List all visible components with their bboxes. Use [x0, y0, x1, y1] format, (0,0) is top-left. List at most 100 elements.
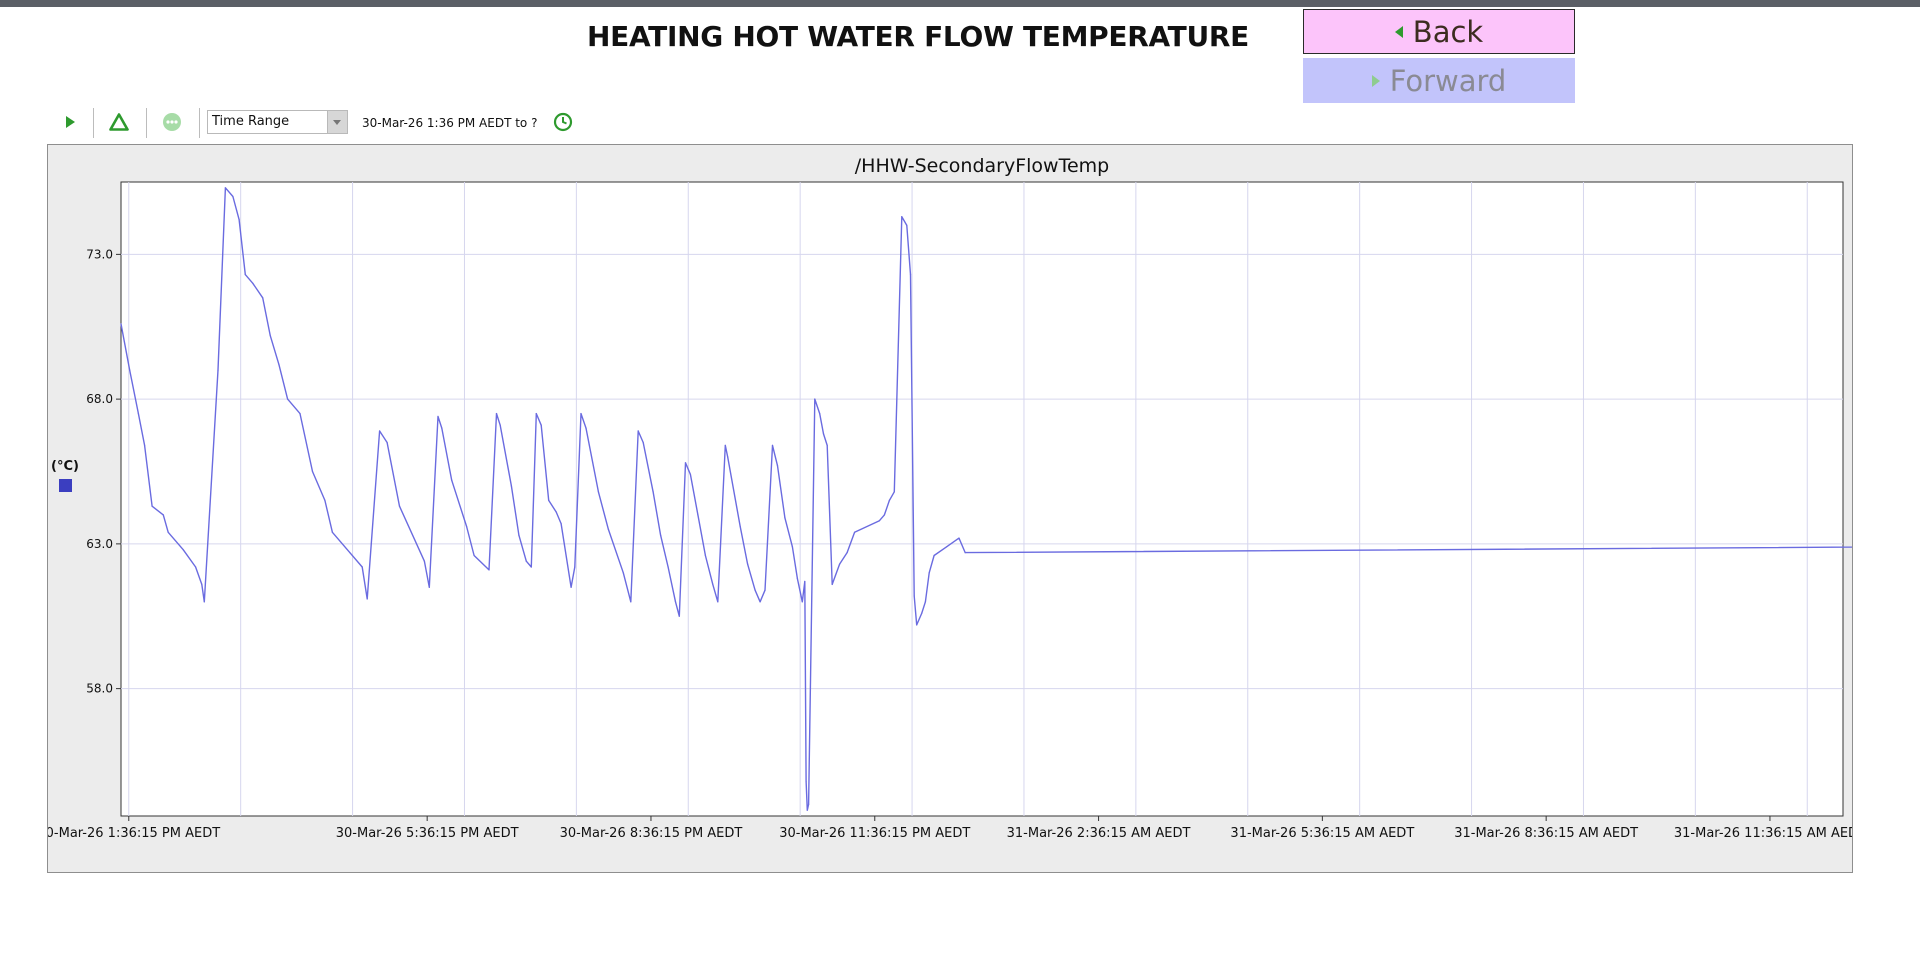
data-point [913, 595, 915, 597]
data-point [473, 554, 475, 557]
data-point [826, 444, 828, 446]
line-chart: 73.0 68.0 63.0 58.0 30-Mar-26 1:36:15 PM AED… [48, 155, 1852, 841]
data-point [964, 552, 966, 554]
back-arrow-icon [1394, 25, 1403, 38]
back-button[interactable]: Back [1303, 9, 1575, 54]
time-range-select[interactable]: Time Range [207, 110, 348, 134]
data-point [739, 525, 741, 528]
data-point [217, 369, 219, 371]
data-point [909, 274, 912, 276]
data-point [120, 323, 122, 325]
y-tick-label: 73.0 [86, 247, 113, 261]
data-point [839, 563, 841, 565]
data-point [660, 534, 662, 536]
toolbar-separator [199, 108, 200, 138]
data-point [958, 537, 960, 539]
play-icon[interactable] [58, 110, 82, 134]
forward-arrow-icon [1371, 74, 1380, 87]
data-point [893, 491, 895, 493]
data-point [252, 282, 254, 284]
data-point [831, 583, 833, 585]
data-point [684, 462, 687, 464]
data-point [796, 578, 799, 580]
data-point [637, 430, 639, 432]
data-point [224, 187, 226, 189]
data-point [921, 612, 923, 614]
data-point [366, 598, 368, 600]
data-point [678, 615, 680, 617]
data-point [580, 413, 582, 415]
data-point [704, 554, 707, 557]
toolbar-separator [93, 108, 94, 138]
y-tick-label: 58.0 [86, 682, 113, 696]
data-point [535, 413, 537, 415]
x-tick-label: 31-Mar-26 11:36:15 AM AEDT [1674, 826, 1852, 841]
alert-triangle-icon[interactable] [107, 110, 131, 134]
x-tick-label: 31-Mar-26 8:36:15 AM AEDT [1454, 826, 1638, 841]
data-point [597, 491, 600, 493]
data-point [924, 601, 927, 603]
forward-button[interactable]: Forward [1303, 58, 1575, 103]
data-point [574, 566, 576, 568]
data-point [622, 572, 624, 574]
data-point [888, 499, 891, 501]
data-point [201, 583, 203, 585]
toolbar-separator [146, 108, 147, 138]
page-title: HEATING HOT WATER FLOW TEMPERATURE [587, 20, 1250, 53]
data-point [759, 601, 761, 603]
x-tick-label: 30-Mar-26 11:36:15 PM AEDT [779, 826, 970, 841]
data-point [854, 531, 856, 533]
data-point [548, 499, 550, 501]
chart-toolbar: Time Range 30-Mar-26 1:36 PM AEDT to ? [55, 106, 615, 138]
data-point [162, 514, 164, 516]
data-point [570, 586, 572, 588]
data-point [518, 534, 520, 536]
data-point [906, 224, 908, 226]
x-tick-label: 31-Mar-26 5:36:15 AM AEDT [1230, 826, 1414, 841]
data-point [630, 601, 632, 603]
forward-button-label: Forward [1389, 63, 1507, 98]
data-point [299, 413, 301, 415]
chart-panel: 73.0 68.0 63.0 58.0 30-Mar-26 1:36:15 PM AED… [47, 144, 1853, 873]
data-point [747, 563, 749, 565]
chart-title: /HHW-SecondaryFlowTemp [855, 155, 1109, 177]
data-point [806, 809, 808, 811]
data-point [167, 531, 169, 533]
data-point [349, 552, 351, 554]
data-point [437, 415, 439, 418]
data-point [805, 780, 807, 782]
data-point [933, 554, 935, 557]
data-point [398, 505, 401, 507]
data-point [652, 491, 654, 493]
data-point [331, 531, 333, 533]
data-point [530, 566, 532, 568]
data-point [182, 549, 184, 551]
data-point [151, 505, 153, 507]
data-point [814, 398, 816, 400]
data-point [311, 470, 314, 473]
clock-icon[interactable] [551, 110, 575, 134]
more-options-icon[interactable] [160, 110, 184, 134]
data-point [144, 444, 146, 446]
data-point [642, 441, 644, 444]
data-point [754, 589, 756, 591]
time-range-text: 30-Mar-26 1:36 PM AEDT to ? [362, 116, 538, 130]
x-tick-label: 30-Mar-26 8:36:15 PM AEDT [560, 826, 743, 841]
data-point [667, 566, 669, 568]
data-point [525, 560, 527, 562]
data-point [846, 552, 848, 554]
data-point [697, 514, 699, 516]
data-point [555, 511, 557, 513]
x-tick-label: 31-Mar-26 2:36:15 AM AEDT [1007, 826, 1191, 841]
y-tick-label: 63.0 [86, 537, 113, 551]
y-axis-unit-label: (°C) [51, 459, 79, 474]
data-point [386, 441, 388, 444]
data-point [585, 427, 587, 429]
data-point [361, 566, 363, 568]
data-point [495, 413, 498, 415]
data-point [712, 583, 714, 585]
data-point [423, 560, 425, 562]
data-point [727, 456, 729, 458]
data-point [560, 523, 562, 525]
chevron-down-icon [327, 111, 347, 133]
